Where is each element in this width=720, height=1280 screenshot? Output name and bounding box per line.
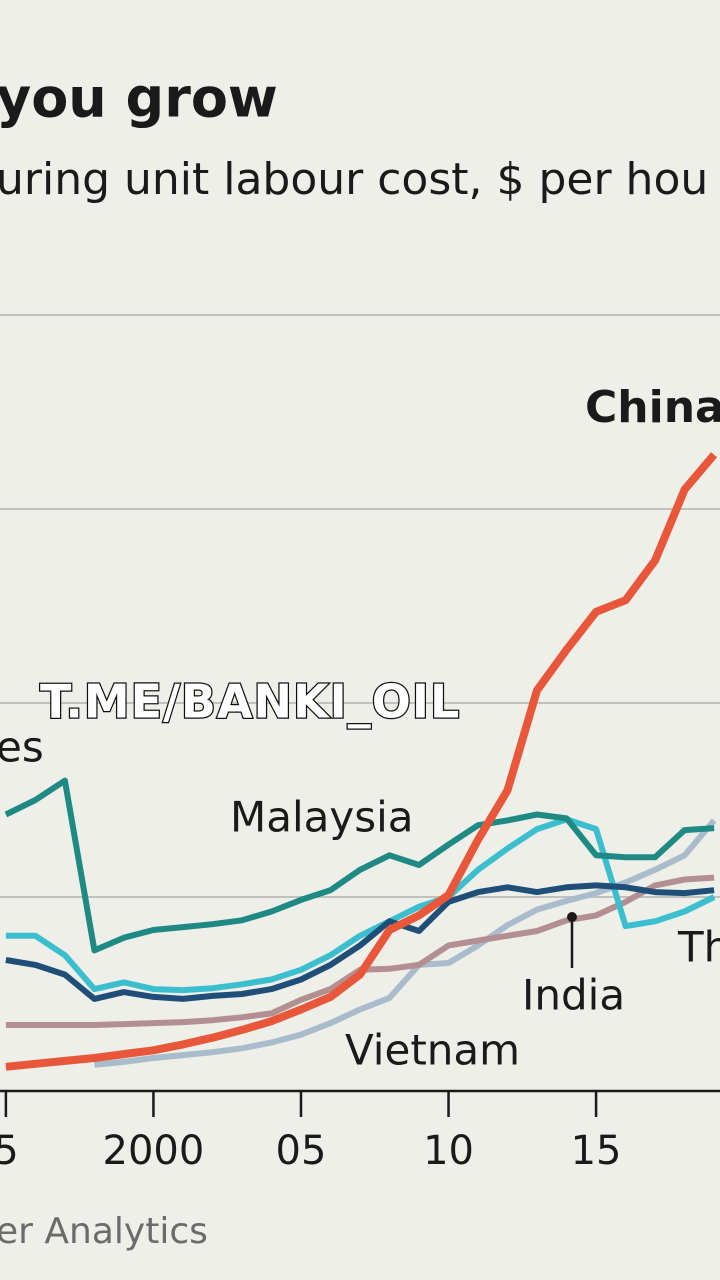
series-label: India — [522, 971, 625, 1020]
series-label: Vietnam — [345, 1026, 520, 1075]
x-tick-label: 15 — [571, 1128, 622, 1174]
series-line — [5, 816, 716, 994]
grid: 5 2000 05 10 15 — [0, 314, 720, 1174]
watermark: T.ME/BANKI_OIL — [40, 675, 460, 729]
chart-subtitle: uring unit labour cost, $ per hou — [0, 154, 708, 205]
x-tick-label: 5 — [0, 1128, 19, 1174]
series-line — [4, 777, 715, 954]
x-tick-label: 2000 — [103, 1128, 205, 1174]
x-tick-label: 10 — [423, 1128, 474, 1174]
series-line — [5, 452, 718, 1071]
series-line — [5, 882, 715, 1002]
chart-title: you grow — [0, 67, 278, 130]
label-pointer-dot — [567, 912, 577, 922]
x-tick-label: 05 — [276, 1128, 327, 1174]
series-label: es — [0, 723, 44, 772]
series-label: China — [585, 382, 720, 433]
lines — [4, 452, 718, 1071]
series-label: Malaysia — [230, 793, 414, 842]
series-label: Th — [677, 923, 720, 972]
source: er Analytics — [0, 1211, 208, 1252]
